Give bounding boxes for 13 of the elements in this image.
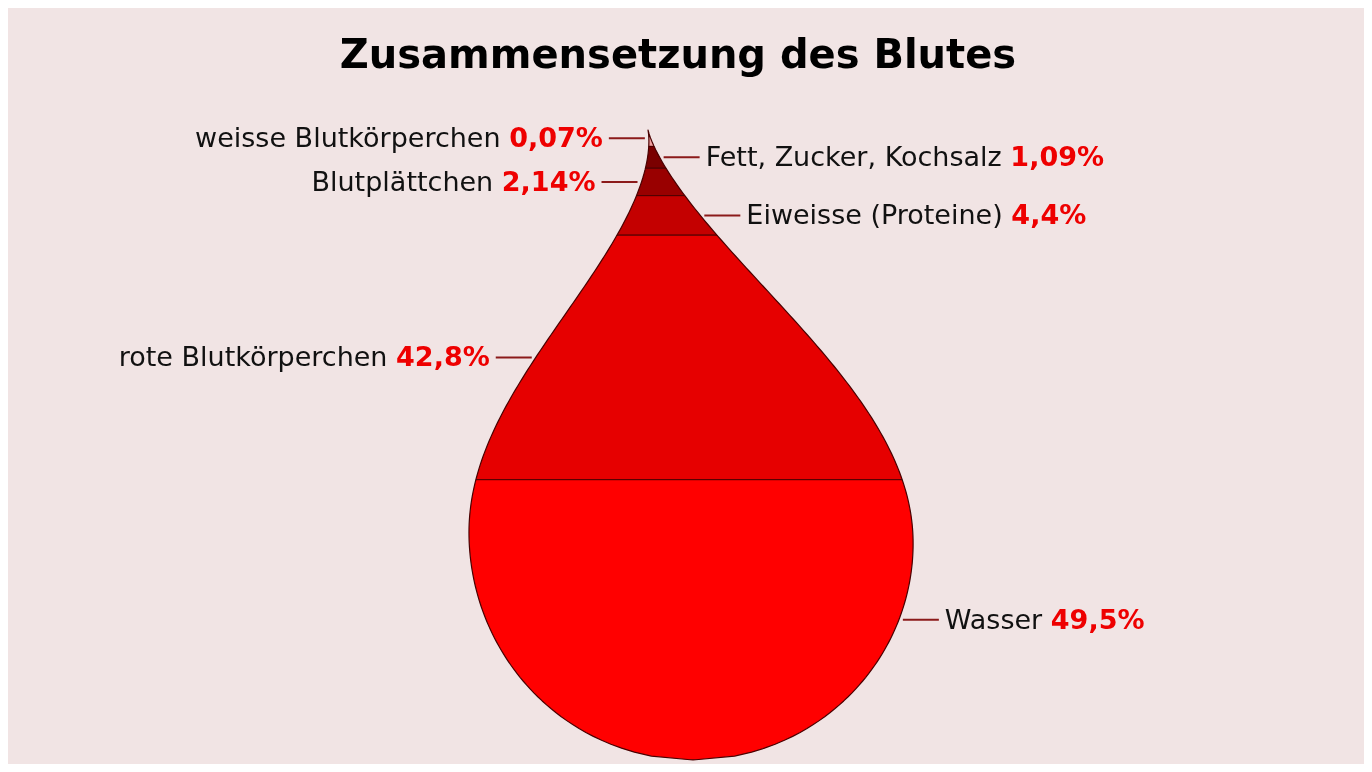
category-label: Blutplättchen bbox=[311, 165, 494, 197]
text: Zusammensetzung des Blutes bbox=[339, 31, 1017, 77]
category-label: Fett, Zucker, Kochsalz bbox=[705, 141, 1002, 173]
category-label: rote Blutkörperchen bbox=[118, 341, 388, 373]
data-label: 1,09% bbox=[1010, 141, 1105, 173]
data-label: 42,8% bbox=[396, 341, 490, 373]
data-label: 2,14% bbox=[501, 165, 596, 197]
category-label: weisse Blutkörperchen bbox=[195, 122, 501, 154]
data-label: 49,5% bbox=[1050, 603, 1145, 635]
category-label: Wasser bbox=[944, 603, 1043, 635]
data-label: 0,07% bbox=[509, 122, 603, 154]
data-label: 4,4% bbox=[1011, 199, 1087, 231]
category-label: Eiweisse (Proteine) bbox=[746, 199, 1003, 231]
